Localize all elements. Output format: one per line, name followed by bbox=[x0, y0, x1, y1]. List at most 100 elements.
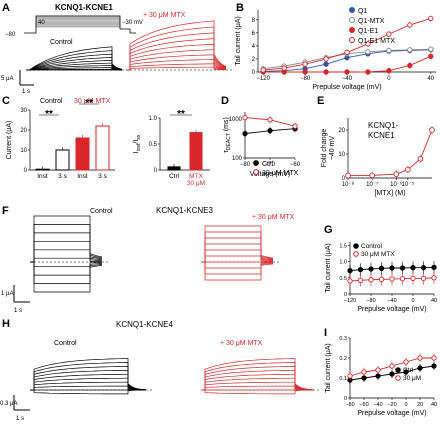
panel-label-d: D bbox=[221, 95, 229, 107]
panel-a-control-label: Control bbox=[50, 39, 73, 46]
current-trace-3 bbox=[30, 261, 102, 268]
y-tick-label: 1.0 bbox=[339, 260, 347, 266]
current-trace-7 bbox=[30, 232, 103, 263]
current-trace-8 bbox=[26, 50, 123, 71]
legend-marker-0 bbox=[253, 160, 259, 166]
bar-1 bbox=[189, 132, 203, 171]
bar-0 bbox=[167, 166, 181, 171]
y-tick-label: 8 bbox=[252, 18, 256, 24]
protocol-top-label: 40 bbox=[38, 20, 45, 26]
y-axis-label-1: Fold change bbox=[321, 129, 328, 168]
y-tick-label: 0.1 bbox=[339, 376, 347, 382]
y-axis-label: Tail current (μA) bbox=[325, 343, 332, 393]
current-trace-4 bbox=[30, 257, 102, 263]
data-point bbox=[368, 266, 374, 272]
data-point bbox=[431, 264, 437, 270]
data-point bbox=[420, 275, 427, 282]
data-point bbox=[410, 275, 416, 282]
x-tick-label: −120 bbox=[344, 298, 356, 304]
legend-marker-1 bbox=[349, 17, 355, 23]
x-tick-label: −120 bbox=[256, 76, 270, 82]
data-point bbox=[407, 47, 413, 53]
x-tick-label: 10⁻⁷ bbox=[366, 181, 378, 188]
data-point bbox=[267, 128, 273, 134]
x-tick-label: 0 bbox=[404, 402, 407, 408]
data-point bbox=[431, 275, 437, 281]
panel-f-mtx-label: + 30 μM MTX bbox=[252, 214, 295, 221]
protocol-hold-label: −80 bbox=[5, 32, 16, 38]
current-trace-9 bbox=[201, 225, 274, 263]
x-tick-label: −20 bbox=[387, 402, 396, 408]
traces-f-control bbox=[30, 215, 110, 293]
current-trace-6 bbox=[26, 57, 123, 71]
data-point bbox=[323, 61, 329, 67]
x-tick-label: −60 bbox=[359, 402, 368, 408]
current-trace-1 bbox=[30, 261, 103, 284]
y-tick-label: 100 bbox=[232, 156, 243, 162]
panel-c-legend-control: Control bbox=[40, 98, 63, 105]
sig-mark: ** bbox=[177, 109, 185, 120]
chart-c-current-bars: 0 10 20 30 Inst 3 s Inst 3 s ** ** Current (μA) bbox=[6, 98, 115, 180]
current-trace-2 bbox=[126, 59, 227, 71]
data-point bbox=[302, 61, 308, 67]
sig-mark: ** bbox=[85, 98, 93, 109]
bar-3 bbox=[95, 125, 110, 171]
x-tick-label: −80 bbox=[366, 298, 375, 304]
legend-label-1: 30 μM MTX bbox=[262, 170, 299, 177]
data-point bbox=[369, 172, 376, 179]
panel-label-f: F bbox=[2, 205, 9, 217]
x-tick-label: 0 bbox=[387, 76, 391, 82]
y-axis-label: τDEACT (ms) bbox=[223, 117, 232, 153]
data-point bbox=[378, 276, 385, 283]
data-point bbox=[389, 363, 395, 369]
chart-d-tau-deact: −80 −70 −60 100 1000 Voltage (mV) τDEACT (ms) C… bbox=[223, 112, 301, 178]
y-tick-label: 0 bbox=[252, 70, 256, 76]
panel-label-c: C bbox=[2, 95, 10, 107]
x-tick-label: −70 bbox=[265, 162, 276, 168]
y-tick-label: 10 bbox=[20, 148, 27, 154]
scale-a-y-label: 5 μA bbox=[1, 76, 13, 82]
y-axis-label-2: −40 mV bbox=[329, 136, 336, 161]
traces-f-mtx bbox=[201, 225, 281, 281]
legend-marker-3 bbox=[349, 37, 355, 43]
current-trace-0 bbox=[201, 389, 314, 395]
current-trace-9 bbox=[30, 358, 147, 391]
y-axis-label-part: inst bbox=[136, 143, 142, 151]
y-tick-label: 20 bbox=[20, 128, 27, 134]
data-point bbox=[347, 373, 353, 379]
legend-marker-2 bbox=[349, 27, 355, 33]
y-axis-label: Iinst/Iss bbox=[133, 134, 142, 153]
current-trace-0 bbox=[30, 261, 103, 293]
data-point bbox=[375, 373, 381, 379]
data-point bbox=[302, 69, 308, 75]
scale-f-y-label: 1 μA bbox=[1, 291, 13, 297]
data-point bbox=[242, 114, 248, 121]
data-point bbox=[378, 265, 385, 271]
data-point bbox=[365, 69, 371, 75]
data-point bbox=[386, 47, 392, 54]
data-point bbox=[365, 49, 371, 55]
y-tick-label: 2 bbox=[252, 57, 256, 63]
data-point bbox=[417, 365, 423, 371]
current-trace-9 bbox=[26, 46, 123, 71]
scale-h-y-label: 0.3 μA bbox=[0, 401, 17, 407]
y-axis-label-part: DEACT bbox=[226, 133, 232, 150]
data-point bbox=[404, 166, 411, 173]
data-point bbox=[431, 363, 437, 369]
x-tick-label: 10⁻⁵ bbox=[402, 181, 415, 188]
current-trace-6 bbox=[30, 240, 103, 263]
y-tick-label: 0 bbox=[344, 396, 347, 402]
current-trace-7 bbox=[26, 53, 123, 71]
data-point bbox=[323, 56, 329, 62]
data-point bbox=[393, 171, 400, 178]
data-point bbox=[428, 15, 434, 22]
x-tick-label: −40 bbox=[342, 76, 353, 82]
data-point bbox=[357, 266, 364, 273]
y-tick-label: 0.5 bbox=[149, 142, 158, 148]
y-axis-label-part: I bbox=[133, 151, 140, 153]
x-tick-label: −40 bbox=[373, 402, 382, 408]
data-point bbox=[429, 127, 435, 133]
y-tick-label: 4 bbox=[252, 44, 256, 50]
data-point bbox=[417, 155, 424, 162]
